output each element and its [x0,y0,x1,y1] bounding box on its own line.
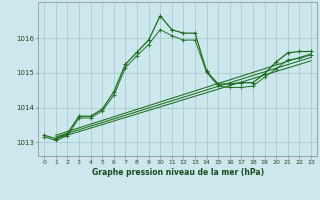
X-axis label: Graphe pression niveau de la mer (hPa): Graphe pression niveau de la mer (hPa) [92,168,264,177]
